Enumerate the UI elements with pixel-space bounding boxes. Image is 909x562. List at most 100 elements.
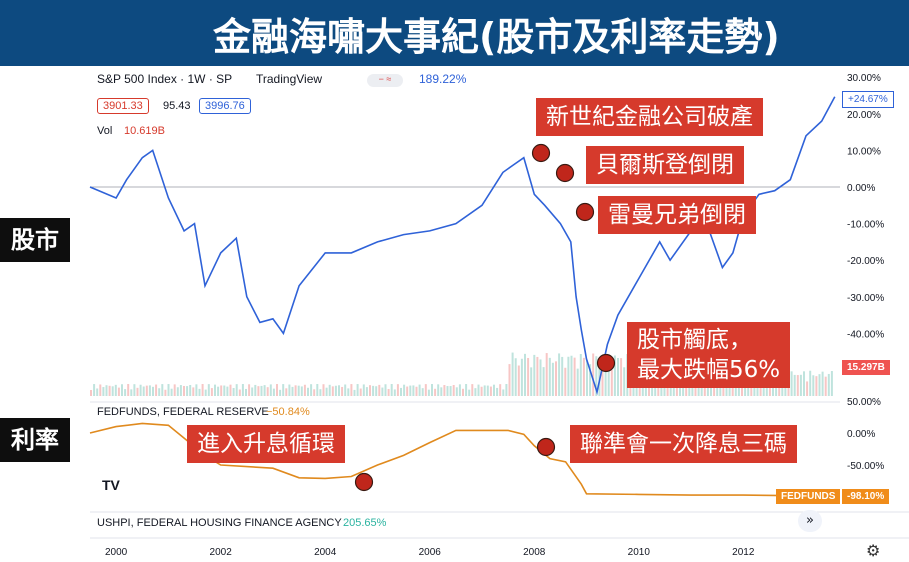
volume-bar <box>539 359 542 396</box>
volume-bar <box>496 387 499 396</box>
volume-bar <box>96 388 99 396</box>
volume-bar <box>493 384 495 396</box>
fedfunds-tag-name: FEDFUNDS <box>781 491 836 502</box>
callout-bottom-line2: 最大跌幅56% <box>637 357 781 383</box>
callout-rate-hike: 進入升息循環 <box>187 425 345 463</box>
volume-bar <box>279 389 282 396</box>
volume-bar <box>347 388 350 396</box>
gear-icon[interactable]: ⚙ <box>866 541 881 560</box>
volume-bar <box>551 362 554 396</box>
volume-bar <box>105 385 108 396</box>
volume-bar <box>412 385 415 396</box>
volume-bar <box>313 389 316 396</box>
volume-bar <box>542 367 545 396</box>
volume-bar <box>446 386 449 396</box>
volume-bar <box>269 384 272 396</box>
symbol-label[interactable]: S&P 500 Index · 1W · SP <box>97 72 233 86</box>
volume-bar <box>328 384 331 396</box>
bid-box[interactable]: 3901.33 <box>97 98 149 114</box>
volume-bar <box>108 385 111 396</box>
volume-bar <box>229 384 232 396</box>
volume-bar <box>524 353 526 396</box>
callout-bear-stearns: 貝爾斯登倒閉 <box>586 146 744 184</box>
volume-bar <box>241 384 244 396</box>
event-marker <box>531 143 551 163</box>
ushpi-value: 205.65% <box>343 517 387 529</box>
volume-bar <box>232 388 235 396</box>
price-axis-tick-label: 30.00% <box>847 73 881 84</box>
volume-bar <box>114 384 117 396</box>
volume-bar <box>155 384 158 396</box>
volume-bar <box>548 357 551 396</box>
volume-bar <box>803 371 805 396</box>
price-axis-tick-label: -10.00% <box>847 220 884 231</box>
callout-market-bottom: 股市觸底， 最大跌幅56% <box>627 322 791 388</box>
price-axis-tick-label: -20.00% <box>847 256 884 267</box>
volume-bar <box>815 376 818 396</box>
volume-bar <box>617 357 619 396</box>
event-marker <box>596 353 616 373</box>
fed-axis-tick-label: 0.00% <box>847 429 875 440</box>
volume-bar <box>99 384 102 396</box>
time-axis-tick-label: 2000 <box>105 547 128 558</box>
vol-label: Vol <box>97 125 113 137</box>
volume-bar <box>793 374 796 396</box>
volume-bar <box>102 387 105 396</box>
callout-bottom-line1: 股市觸底， <box>637 327 752 353</box>
volume-bar <box>431 384 433 396</box>
volume-bar <box>183 385 185 396</box>
volume-bar <box>601 359 604 396</box>
volume-bar <box>480 386 483 396</box>
volume-bar <box>223 385 226 396</box>
volume-bar <box>375 386 378 396</box>
stocks-side-label: 股市 <box>0 218 70 262</box>
volume-bar <box>152 386 154 396</box>
fedfunds-label[interactable]: FEDFUNDS, FEDERAL RESERVE <box>97 406 269 418</box>
volume-bar <box>93 384 96 396</box>
volume-bar <box>455 387 458 396</box>
volume-bar <box>620 358 623 396</box>
event-marker <box>354 472 374 492</box>
volume-bar <box>263 385 266 396</box>
volume-bar <box>477 384 480 396</box>
volume-bar <box>545 353 548 396</box>
ask-box[interactable]: 3996.76 <box>199 98 251 114</box>
event-marker <box>555 163 575 183</box>
volume-bar <box>449 386 452 396</box>
volume-bar <box>396 384 399 396</box>
time-axis-tick-label: 2008 <box>523 547 546 558</box>
volume-bar <box>564 367 567 396</box>
expand-chevron-icon[interactable]: » <box>798 510 822 532</box>
volume-bar <box>307 387 309 396</box>
price-axis-tick-label: 0.00% <box>847 183 875 194</box>
volume-bar <box>90 390 92 396</box>
volume-bar <box>796 375 799 396</box>
volume-bar <box>245 388 247 396</box>
volume-bar <box>499 384 502 396</box>
event-marker <box>575 202 595 222</box>
volume-bar <box>483 385 486 396</box>
volume-bar <box>508 364 511 396</box>
time-axis-tick-label: 2006 <box>419 547 442 558</box>
volume-bar <box>468 389 471 396</box>
volume-bar <box>381 387 384 396</box>
volume-bar <box>589 364 592 396</box>
ushpi-label[interactable]: USHPI, FEDERAL HOUSING FINANCE AGENCY <box>97 517 342 529</box>
volume-bar <box>148 385 151 396</box>
volume-bar <box>604 354 607 396</box>
volume-bar <box>248 384 251 396</box>
volume-bar <box>790 371 793 396</box>
volume-bar <box>427 389 430 396</box>
toggle-icon[interactable]: − ≈ <box>367 74 403 87</box>
volume-bar <box>527 357 530 396</box>
volume-bar <box>158 388 161 396</box>
volume-bar <box>610 370 613 396</box>
volume-bar <box>167 384 170 396</box>
volume-bar <box>161 384 164 396</box>
volume-bar <box>173 384 176 396</box>
volume-bar <box>403 384 406 396</box>
time-axis-tick-label: 2012 <box>732 547 755 558</box>
volume-bar <box>238 389 241 396</box>
volume-bar <box>133 384 136 396</box>
volume-bar <box>806 381 809 396</box>
